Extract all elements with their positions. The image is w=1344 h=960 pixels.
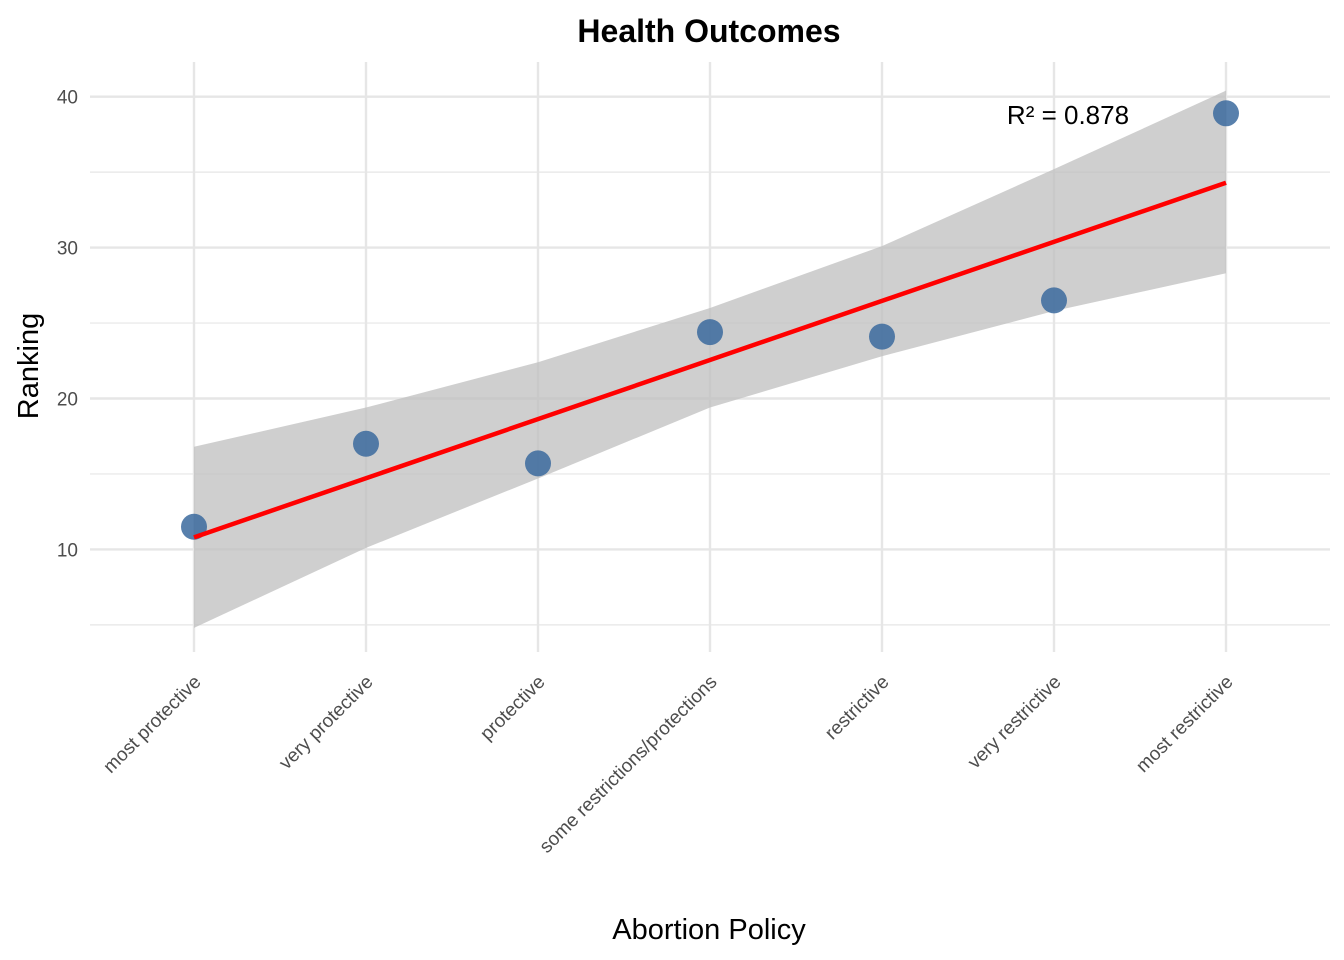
data-point (1041, 287, 1067, 314)
y-tick-label: 40 (57, 88, 78, 109)
x-tick-labels: most protective very protective protective… (100, 672, 1238, 858)
x-tick-label: very restrictive (964, 672, 1065, 773)
chart-title: Health Outcomes (577, 13, 840, 49)
fit-line (193, 180, 1227, 540)
data-point (1213, 100, 1239, 127)
y-tick-label: 30 (57, 239, 78, 260)
data-point (697, 319, 723, 346)
data-point (353, 430, 379, 457)
x-tick-label: restrictive (821, 672, 893, 744)
x-tick-label: some restrictions/protections (536, 672, 722, 858)
y-axis-title: Ranking (13, 313, 45, 419)
x-tick-label: very protective (275, 672, 377, 774)
y-tick-labels: 10 20 30 40 (57, 88, 78, 562)
y-tick-label: 20 (57, 389, 78, 410)
x-tick-label: protective (476, 672, 549, 745)
fit-line-layer (193, 180, 1227, 540)
x-tick-label: most restrictive (1132, 672, 1237, 777)
data-point (869, 323, 895, 350)
r-squared-annotation: R² = 0.878 (1007, 100, 1129, 130)
x-tick-label: most protective (100, 672, 206, 778)
y-tick-label: 10 (57, 540, 78, 561)
data-point (525, 450, 551, 477)
x-axis-title: Abortion Policy (612, 914, 806, 946)
